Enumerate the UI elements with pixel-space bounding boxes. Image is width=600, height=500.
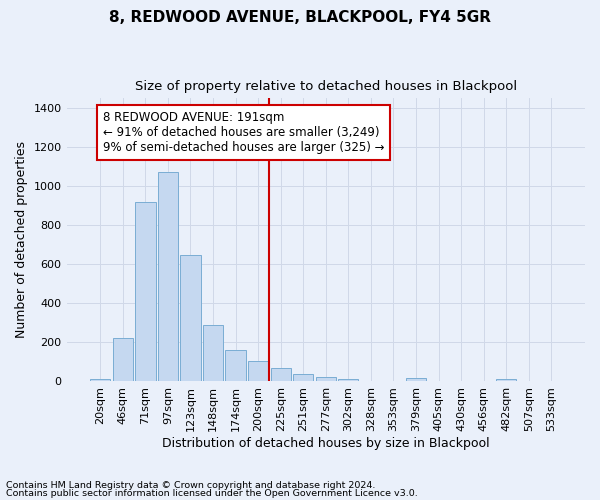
X-axis label: Distribution of detached houses by size in Blackpool: Distribution of detached houses by size … xyxy=(162,437,490,450)
Bar xyxy=(338,378,358,382)
Bar xyxy=(316,377,336,382)
Text: 8, REDWOOD AVENUE, BLACKPOOL, FY4 5GR: 8, REDWOOD AVENUE, BLACKPOOL, FY4 5GR xyxy=(109,10,491,25)
Bar xyxy=(181,254,200,382)
Bar xyxy=(226,350,246,382)
Bar xyxy=(203,325,223,382)
Bar xyxy=(90,379,110,382)
Title: Size of property relative to detached houses in Blackpool: Size of property relative to detached ho… xyxy=(135,80,517,93)
Bar xyxy=(271,368,291,382)
Bar xyxy=(406,378,426,382)
Bar xyxy=(158,172,178,382)
Text: Contains HM Land Registry data © Crown copyright and database right 2024.: Contains HM Land Registry data © Crown c… xyxy=(6,481,376,490)
Bar xyxy=(135,202,155,382)
Bar xyxy=(248,361,268,382)
Bar xyxy=(113,338,133,382)
Text: Contains public sector information licensed under the Open Government Licence v3: Contains public sector information licen… xyxy=(6,488,418,498)
Bar xyxy=(293,374,313,382)
Text: 8 REDWOOD AVENUE: 191sqm
← 91% of detached houses are smaller (3,249)
9% of semi: 8 REDWOOD AVENUE: 191sqm ← 91% of detach… xyxy=(103,111,385,154)
Bar xyxy=(496,379,517,382)
Y-axis label: Number of detached properties: Number of detached properties xyxy=(15,142,28,338)
